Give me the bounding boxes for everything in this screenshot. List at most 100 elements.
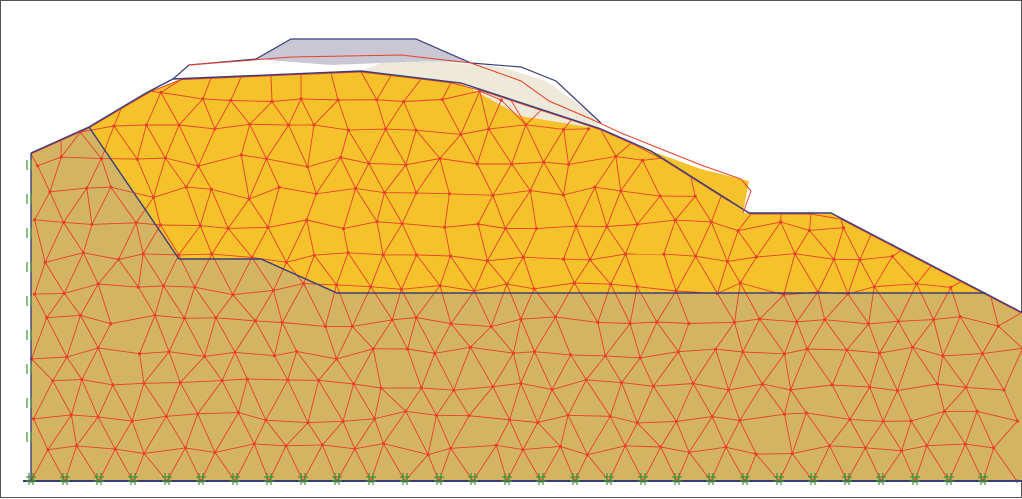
mesh-node	[674, 219, 677, 222]
mesh-node	[873, 285, 876, 288]
mesh-node	[221, 379, 224, 382]
mesh-node	[659, 445, 662, 448]
mesh-node	[943, 410, 946, 413]
mesh-node	[605, 225, 608, 228]
mesh-node	[491, 194, 494, 197]
mesh-node	[1016, 419, 1019, 422]
double-hatch-fixity-icon	[27, 296, 31, 306]
mesh-node	[213, 127, 216, 130]
mesh-node	[476, 162, 479, 165]
mesh-node	[313, 254, 316, 257]
mesh-node	[97, 415, 100, 418]
mesh-node	[569, 353, 572, 356]
mesh-node	[90, 223, 93, 226]
mesh-node	[382, 253, 385, 256]
mesh-node	[36, 164, 39, 167]
mesh-node	[352, 382, 355, 385]
mesh-node	[614, 155, 617, 158]
mesh-node	[467, 414, 470, 417]
mesh-node	[473, 289, 476, 292]
mesh-node	[449, 322, 452, 325]
mesh-node	[109, 322, 112, 325]
mesh-node	[287, 124, 290, 127]
mesh-node	[941, 354, 944, 357]
mesh-node	[562, 258, 565, 261]
mesh-node	[63, 292, 66, 295]
mesh-node	[867, 322, 870, 325]
mesh-node	[383, 191, 386, 194]
mesh-node	[733, 321, 736, 324]
mesh-node	[406, 347, 409, 350]
double-hatch-fixity-icon	[27, 330, 31, 340]
mesh-node	[510, 162, 513, 165]
mesh-node	[1002, 388, 1005, 391]
mesh-node	[46, 448, 49, 451]
mesh-node	[932, 318, 935, 321]
mesh-node	[443, 226, 446, 229]
mesh-node	[427, 453, 430, 456]
mesh-node	[135, 221, 138, 224]
mesh-node	[321, 443, 324, 446]
mesh-node	[588, 258, 591, 261]
mesh-node	[662, 253, 665, 256]
mesh-node	[714, 348, 717, 351]
mesh-node	[402, 100, 405, 103]
mesh-node	[795, 320, 798, 323]
mesh-node	[675, 420, 678, 423]
mesh-node	[639, 356, 642, 359]
mesh-node	[248, 123, 251, 126]
mesh-node	[315, 192, 318, 195]
mesh-node	[136, 158, 139, 161]
mesh-node	[341, 420, 344, 423]
mesh-node	[231, 293, 234, 296]
mesh-node	[306, 165, 309, 168]
mesh-node	[162, 284, 165, 287]
mesh-node	[337, 98, 340, 101]
mesh-node	[435, 414, 438, 417]
mesh-edge	[564, 129, 589, 130]
mesh-node	[636, 285, 639, 288]
mesh-node	[976, 410, 979, 413]
mesh-node	[726, 260, 729, 263]
mesh-node	[448, 192, 451, 195]
mesh-node	[739, 281, 742, 284]
double-hatch-fixity-icon	[27, 364, 31, 374]
mesh-node	[779, 220, 782, 223]
mesh-node	[755, 453, 758, 456]
mesh-node	[593, 186, 596, 189]
mesh-node	[335, 283, 338, 286]
mesh-node	[367, 162, 370, 165]
mesh-node	[233, 351, 236, 354]
mesh-node	[842, 226, 845, 229]
mesh-node	[347, 129, 350, 132]
mesh-node	[992, 446, 995, 449]
mesh-node	[415, 253, 418, 256]
mesh-node	[652, 385, 655, 388]
mesh-node	[519, 318, 522, 321]
mesh-node	[524, 123, 527, 126]
mesh-node	[415, 191, 418, 194]
mesh-node	[828, 444, 831, 447]
mesh-node	[79, 314, 82, 317]
mesh-node	[491, 385, 494, 388]
mesh-node	[137, 286, 140, 289]
mesh-node	[273, 354, 276, 357]
mesh-node	[339, 156, 342, 159]
mesh-node	[783, 413, 786, 416]
mesh-node	[845, 348, 848, 351]
mesh-node	[183, 317, 186, 320]
mesh-node	[587, 127, 590, 130]
mesh-node	[109, 186, 112, 189]
mesh-node	[70, 413, 73, 416]
mesh-node	[168, 350, 171, 353]
mesh-node	[864, 446, 867, 449]
mesh-node	[117, 258, 120, 261]
mesh-edge	[101, 159, 137, 160]
mesh-node	[145, 123, 148, 126]
mesh-node	[585, 378, 588, 381]
mesh-node	[737, 229, 740, 232]
mesh-node	[495, 444, 498, 447]
mesh-node	[184, 446, 187, 449]
